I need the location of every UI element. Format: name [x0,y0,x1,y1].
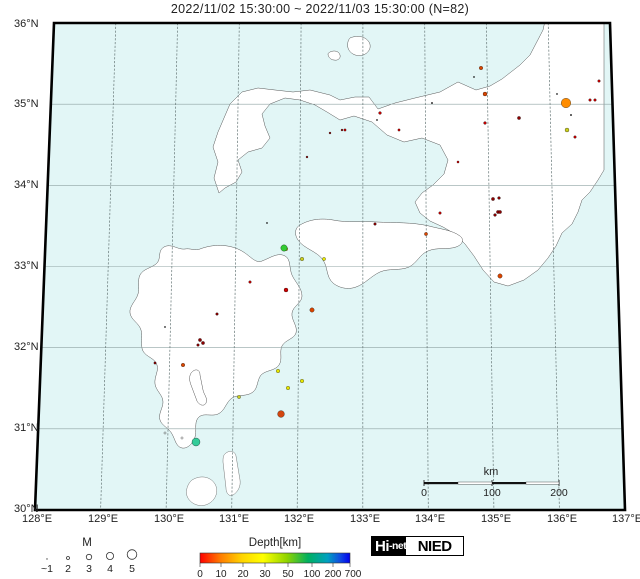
svg-text:km: km [484,466,499,478]
svg-text:50: 50 [282,569,294,579]
svg-text:700: 700 [345,569,362,579]
svg-text:5: 5 [129,563,135,575]
svg-text:20: 20 [237,569,249,579]
svg-text:10: 10 [215,569,227,579]
svg-text:4: 4 [107,563,113,575]
svg-text:M: M [82,537,92,549]
svg-text:100: 100 [304,569,321,579]
svg-text:100: 100 [483,487,501,499]
svg-text:3: 3 [86,563,92,575]
svg-text:0: 0 [421,487,427,499]
svg-text:2: 2 [65,563,71,575]
svg-text:Depth[km]: Depth[km] [249,537,301,549]
svg-text:200: 200 [325,569,342,579]
svg-text:200: 200 [550,487,568,499]
svg-text:~1: ~1 [41,563,53,575]
svg-text:0: 0 [197,569,203,579]
svg-text:30: 30 [259,569,271,579]
